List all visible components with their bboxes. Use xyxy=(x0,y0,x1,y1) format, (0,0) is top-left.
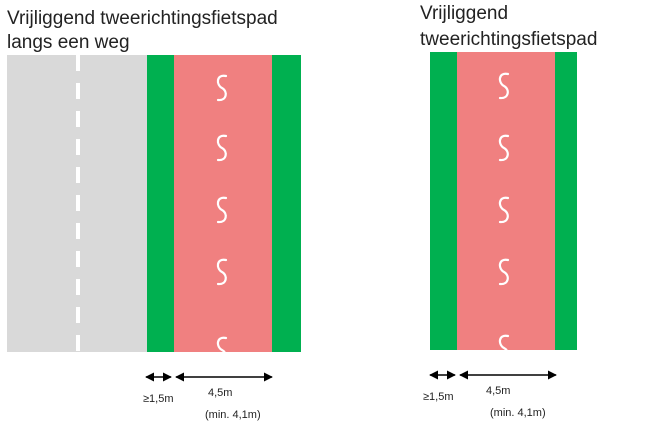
verge xyxy=(272,55,301,352)
panel-title: Vrijliggend tweerichtingsfietspad xyxy=(7,8,278,29)
width-label: 4,5m xyxy=(486,385,510,397)
verge xyxy=(555,52,577,350)
path-marking xyxy=(216,258,228,286)
minimum-label: (min. 4,1m) xyxy=(205,409,261,421)
buffer-label: ≥1,5m xyxy=(423,391,454,403)
width-label: 4,5m xyxy=(208,387,232,399)
path-marking xyxy=(498,258,510,286)
path-marking xyxy=(498,134,510,162)
panel-title: langs een weg xyxy=(7,32,130,53)
verge xyxy=(430,52,457,350)
buffer-label: ≥1,5m xyxy=(143,393,174,405)
path-marking xyxy=(216,336,228,352)
minimum-label: (min. 4,1m) xyxy=(490,407,546,419)
path-markings xyxy=(216,74,228,352)
path-markings xyxy=(498,72,510,350)
path-marking xyxy=(216,196,228,224)
path-marking xyxy=(498,72,510,100)
verge xyxy=(147,55,174,352)
path-marking xyxy=(216,74,228,102)
path-marking xyxy=(216,134,228,162)
cycle-path xyxy=(174,55,272,352)
path-marking xyxy=(498,334,510,350)
panel-title: Vrijliggend xyxy=(420,3,508,24)
cycle-path xyxy=(457,52,555,350)
path-marking xyxy=(498,196,510,224)
panel-title: tweerichtingsfietspad xyxy=(420,29,597,50)
